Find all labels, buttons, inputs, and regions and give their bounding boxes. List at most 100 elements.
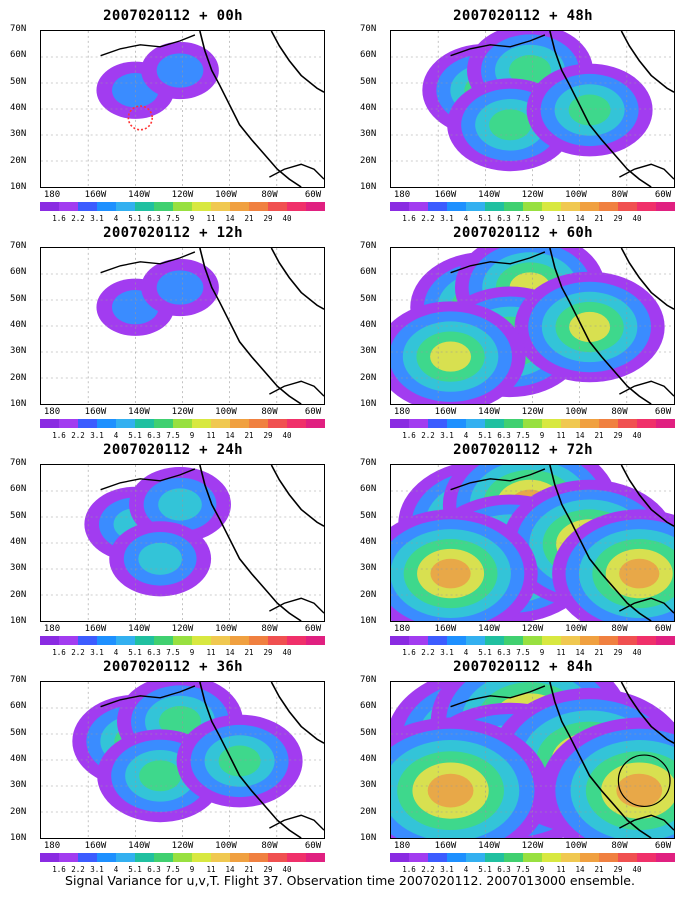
colorbar-label: 4	[463, 648, 469, 657]
signal-variance-map	[41, 248, 324, 404]
latitude-tick-label: 40N	[360, 320, 377, 330]
signal-variance-map	[391, 31, 674, 187]
longitude-tick-label: 140W	[128, 190, 150, 200]
coastline-gulf	[619, 597, 674, 614]
colorbar-label: 1.6	[52, 431, 66, 440]
colorbar-swatch	[637, 853, 656, 862]
colorbar-label: 3.1	[90, 865, 104, 874]
coastline-east	[620, 682, 674, 744]
colorbar-label: 21	[244, 865, 254, 874]
latitude-tick-label: 50N	[360, 727, 377, 738]
colorbar-swatch	[211, 202, 230, 211]
latitude-tick-label: 20N	[10, 589, 27, 600]
colorbar-swatch	[135, 853, 154, 862]
colorbar-label: 6.3	[147, 214, 161, 223]
colorbar-swatch	[306, 636, 325, 645]
colorbar	[390, 202, 675, 211]
latitude-tick-label: 70N	[360, 675, 377, 685]
colorbar-swatch	[97, 419, 116, 428]
colorbar-label: 2.2	[71, 865, 85, 874]
colorbar-swatch	[409, 636, 428, 645]
colorbar	[40, 636, 325, 645]
colorbar-label: 3.1	[440, 214, 454, 223]
colorbar-swatch	[40, 853, 59, 862]
variance-contour	[139, 760, 182, 792]
latitude-tick-label: 30N	[10, 346, 27, 357]
coastline-west	[549, 248, 652, 404]
colorbar-label: 5.1	[128, 214, 142, 223]
colorbar-swatch	[390, 853, 409, 862]
longitude-tick-label: 160W	[434, 407, 457, 417]
longitude-tick-label: 120W	[171, 407, 194, 417]
colorbar-label: 9	[189, 214, 195, 223]
colorbar-label: 6.3	[147, 865, 161, 874]
colorbar-swatch	[97, 202, 116, 211]
latitude-tick-label: 10N	[360, 833, 377, 843]
colorbar-swatch	[268, 202, 287, 211]
latitude-tick-label: 10N	[10, 182, 27, 192]
map-frame	[390, 681, 675, 839]
colorbar-swatch	[249, 419, 268, 428]
forecast-panel: 2007020112 + 48h 70N 60N 50N 40N 30N 20N 10N 180…	[358, 8, 688, 223]
latitude-tick-label: 10N	[10, 833, 27, 843]
colorbar-swatch	[428, 202, 447, 211]
colorbar-label: 29	[263, 865, 273, 874]
colorbar-label: 2.2	[71, 431, 85, 440]
longitude-tick-label: 100W	[565, 190, 587, 200]
colorbar-label: 29	[263, 648, 273, 657]
variance-contour	[569, 311, 611, 343]
longitude-tick-label: 180	[43, 407, 61, 417]
latitude-tick-label: 60N	[360, 267, 377, 278]
colorbar-label: 40	[282, 431, 292, 440]
colorbar-label: 11	[556, 431, 566, 440]
colorbar-swatch	[78, 202, 97, 211]
latitude-tick-label: 20N	[360, 589, 377, 600]
latitude-tick-label: 70N	[10, 458, 27, 468]
colorbar-swatch	[97, 853, 116, 862]
colorbar-swatch	[466, 202, 485, 211]
colorbar-swatch	[656, 853, 675, 862]
longitude-tick-label: 140W	[128, 624, 150, 634]
latitude-tick-label: 50N	[10, 510, 27, 521]
colorbar-label: 6.3	[497, 431, 511, 440]
colorbar-swatch	[78, 419, 97, 428]
coastline-gulf	[619, 163, 674, 180]
colorbar-swatch	[504, 853, 523, 862]
colorbar-swatch	[504, 202, 523, 211]
colorbar-swatch	[40, 636, 59, 645]
variance-contour	[568, 94, 611, 126]
colorbar	[40, 202, 325, 211]
colorbar-swatch	[656, 419, 675, 428]
coastline-alaska	[450, 34, 546, 57]
colorbar-swatch	[192, 853, 211, 862]
panel-title: 2007020112 + 24h	[103, 442, 243, 458]
colorbar-label: 9	[189, 865, 195, 874]
longitude-tick-label: 100W	[215, 624, 237, 634]
colorbar-label: 1.6	[402, 865, 416, 874]
figure-caption: Signal Variance for u,v,T. Flight 37. Ob…	[65, 873, 635, 888]
colorbar-label: 14	[575, 431, 585, 440]
colorbar-swatch	[580, 419, 599, 428]
latitude-tick-label: 40N	[360, 103, 377, 113]
colorbar-swatch	[287, 636, 306, 645]
coastline-alaska	[450, 468, 546, 491]
colorbar	[390, 419, 675, 428]
longitude-tick-label: 100W	[565, 841, 587, 851]
colorbar-label: 2.2	[421, 431, 435, 440]
colorbar-label: 7.5	[166, 865, 180, 874]
latitude-tick-label: 20N	[10, 155, 27, 166]
colorbar-label: 1.6	[52, 214, 66, 223]
coastline-east	[270, 31, 324, 93]
longitude-tick-label: 60W	[654, 624, 672, 634]
latitude-tick-label: 30N	[10, 563, 27, 574]
latitude-tick-label: 30N	[10, 129, 27, 140]
colorbar-label: 9	[539, 865, 545, 874]
colorbar-label: 5.1	[128, 648, 142, 657]
colorbar-label: 5.1	[478, 648, 492, 657]
colorbar-label: 14	[225, 431, 235, 440]
coastline-west	[199, 465, 302, 621]
colorbar-swatch	[390, 202, 409, 211]
latitude-tick-label: 10N	[360, 399, 377, 409]
colorbar-label: 5.1	[478, 214, 492, 223]
colorbar-label: 4	[463, 214, 469, 223]
